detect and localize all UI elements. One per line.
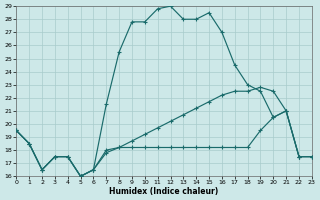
X-axis label: Humidex (Indice chaleur): Humidex (Indice chaleur) (109, 187, 219, 196)
